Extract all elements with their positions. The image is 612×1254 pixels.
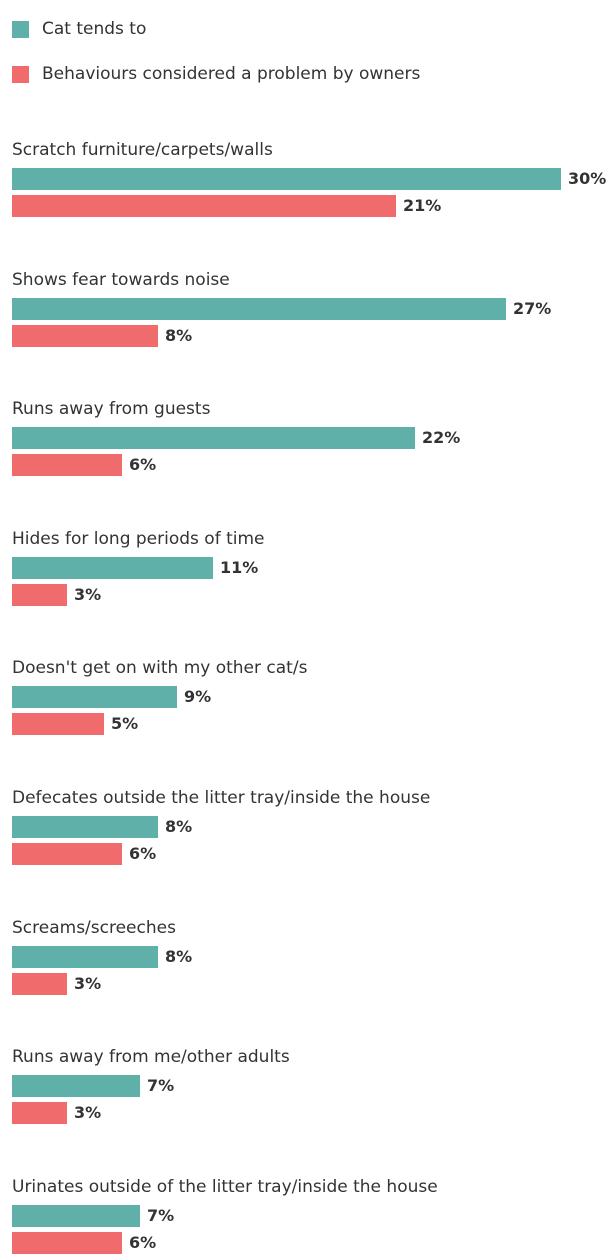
category-label: Screams/screeches — [12, 918, 176, 938]
bar-tends-to — [12, 816, 158, 838]
category-label: Defecates outside the litter tray/inside… — [12, 788, 431, 808]
value-label: 6% — [129, 455, 157, 474]
category-label: Urinates outside of the litter tray/insi… — [12, 1177, 438, 1197]
legend-label-1: Behaviours considered a problem by owner… — [42, 64, 421, 84]
category-label: Hides for long periods of time — [12, 529, 265, 549]
value-label: 8% — [165, 947, 193, 966]
value-label: 3% — [74, 974, 102, 993]
category-label: Runs away from guests — [12, 399, 211, 419]
bar-tends-to — [12, 557, 213, 579]
bar-problem — [12, 713, 104, 735]
legend-swatch-0 — [12, 20, 29, 38]
legend-item-1: Behaviours considered a problem by owner… — [12, 63, 420, 85]
legend-item-0: Cat tends to — [12, 18, 146, 40]
legend-label-0: Cat tends to — [42, 19, 147, 39]
value-label: 30% — [568, 169, 607, 188]
legend-swatch-1 — [12, 65, 29, 83]
bar-tends-to — [12, 298, 506, 320]
category-label: Scratch furniture/carpets/walls — [12, 140, 273, 160]
value-label: 8% — [165, 817, 193, 836]
bar-problem — [12, 454, 122, 476]
bar-tends-to — [12, 686, 177, 708]
bar-problem — [12, 973, 67, 995]
value-label: 5% — [111, 714, 139, 733]
bar-problem — [12, 1102, 67, 1124]
bar-problem — [12, 195, 396, 217]
category-label: Runs away from me/other adults — [12, 1047, 290, 1067]
bar-problem — [12, 1232, 122, 1254]
bar-problem — [12, 843, 122, 865]
value-label: 27% — [513, 299, 552, 318]
value-label: 3% — [74, 585, 102, 604]
bar-problem — [12, 584, 67, 606]
category-label: Doesn't get on with my other cat/s — [12, 658, 308, 678]
value-label: 7% — [147, 1206, 175, 1225]
value-label: 3% — [74, 1103, 102, 1122]
category-label: Shows fear towards noise — [12, 270, 230, 290]
bar-problem — [12, 325, 158, 347]
value-label: 8% — [165, 326, 193, 345]
bar-tends-to — [12, 1205, 140, 1227]
bar-tends-to — [12, 946, 158, 968]
value-label: 6% — [129, 844, 157, 863]
value-label: 7% — [147, 1076, 175, 1095]
bar-tends-to — [12, 168, 561, 190]
value-label: 6% — [129, 1233, 157, 1252]
value-label: 22% — [422, 428, 461, 447]
value-label: 11% — [220, 558, 259, 577]
value-label: 9% — [184, 687, 212, 706]
bar-tends-to — [12, 1075, 140, 1097]
bar-tends-to — [12, 427, 415, 449]
value-label: 21% — [403, 196, 442, 215]
